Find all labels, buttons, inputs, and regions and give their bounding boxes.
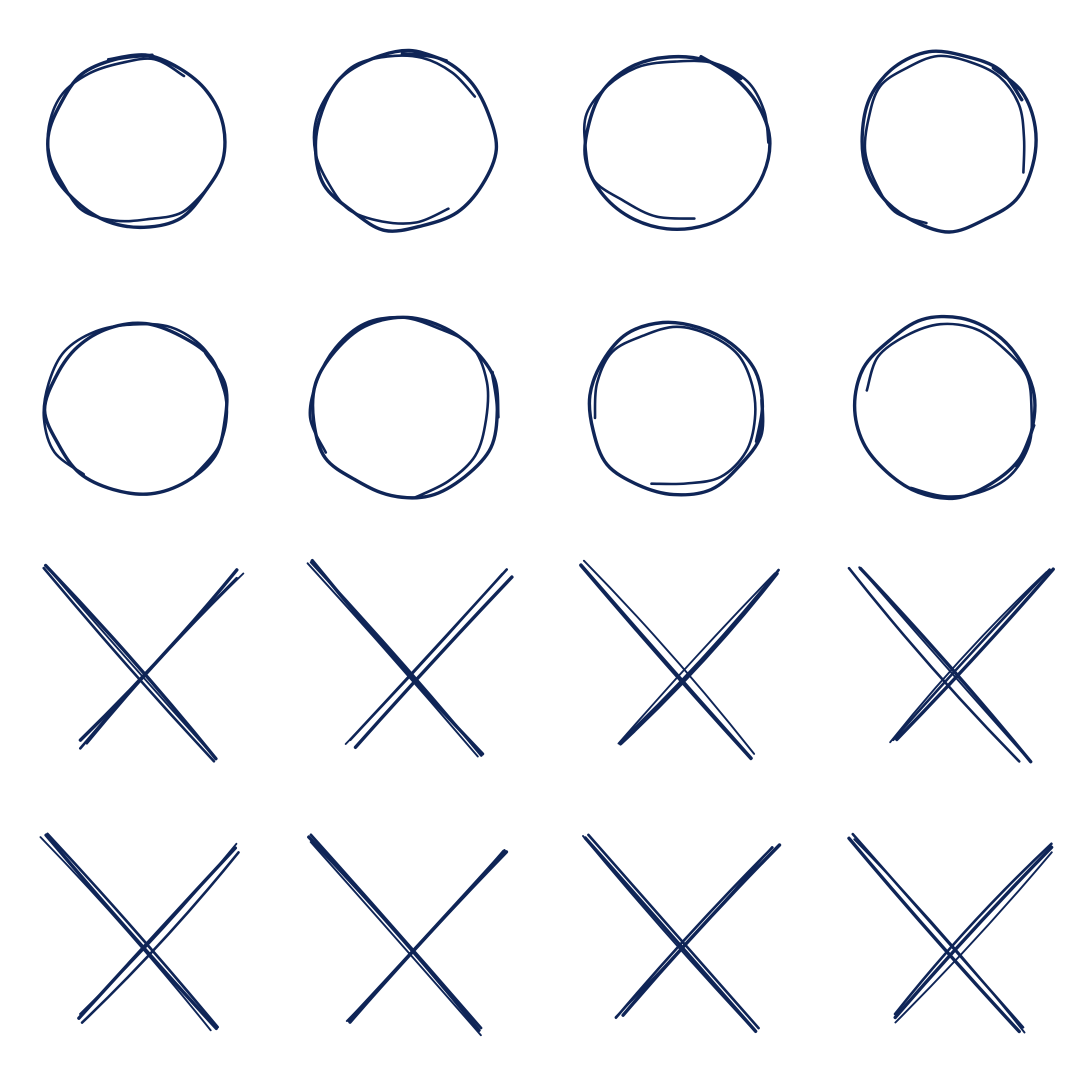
hand-drawn-cross-icon bbox=[582, 833, 782, 1033]
hand-drawn-circle-icon bbox=[582, 54, 772, 231]
hand-drawn-circle-icon bbox=[46, 53, 227, 230]
hand-drawn-circle-icon bbox=[312, 48, 499, 233]
hand-drawn-circle-icon bbox=[308, 315, 500, 500]
hand-drawn-cross-icon bbox=[307, 833, 509, 1037]
hand-drawn-circle-icon bbox=[852, 314, 1037, 501]
hand-drawn-cross-icon bbox=[306, 559, 514, 758]
hand-drawn-circle-icon bbox=[42, 321, 229, 496]
hand-drawn-cross-icon bbox=[847, 832, 1054, 1034]
hand-drawn-cross-icon bbox=[579, 559, 780, 761]
hand-drawn-cross-icon bbox=[42, 563, 245, 763]
hand-drawn-circle-icon bbox=[587, 320, 765, 497]
hand-drawn-cross-icon bbox=[847, 566, 1055, 764]
hand-drawn-circle-icon bbox=[860, 49, 1038, 234]
hand-drawn-cross-icon bbox=[39, 832, 240, 1032]
